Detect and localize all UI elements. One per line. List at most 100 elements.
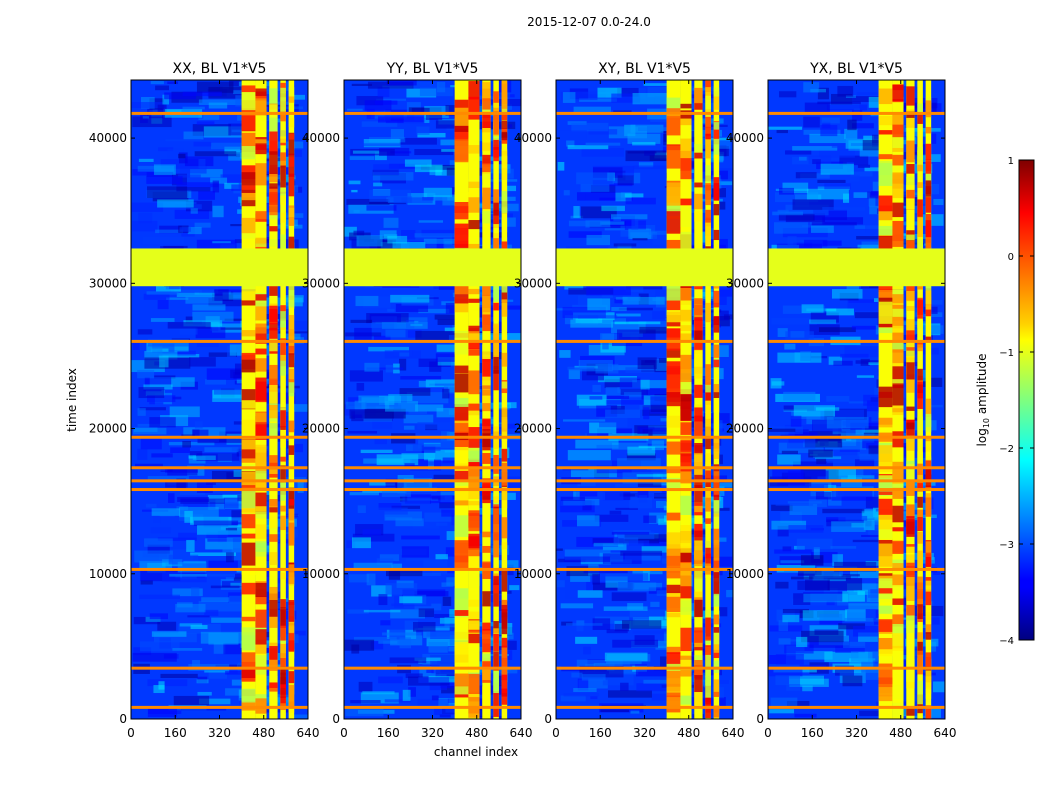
channel-band-cell bbox=[255, 549, 267, 557]
heatmap-cell bbox=[635, 668, 669, 677]
heatmap-cell bbox=[132, 652, 177, 662]
heatmap-cell bbox=[606, 629, 628, 634]
channel-band-cell bbox=[713, 151, 720, 160]
heatmap-cell bbox=[207, 538, 245, 542]
channel-band-cell bbox=[468, 673, 480, 694]
channel-band-cell bbox=[288, 420, 295, 433]
heatmap-cell bbox=[174, 209, 210, 219]
heatmap-cell bbox=[391, 505, 421, 509]
channel-band-cell bbox=[241, 197, 256, 207]
heatmap-cell bbox=[131, 202, 164, 212]
channel-band-cell bbox=[713, 87, 720, 97]
heatmap-cell bbox=[405, 558, 443, 561]
channel-band-cell bbox=[468, 197, 480, 213]
heatmap-cell bbox=[768, 126, 803, 130]
channel-band-cell bbox=[468, 81, 480, 100]
channel-band-cell bbox=[482, 187, 491, 210]
channel-band-cell bbox=[892, 84, 904, 101]
channel-band-cell bbox=[925, 238, 932, 253]
heatmap-cell bbox=[187, 227, 202, 235]
heatmap-cell bbox=[617, 469, 652, 473]
heatmap-cell bbox=[401, 535, 440, 540]
channel-band-cell bbox=[501, 155, 508, 167]
rfi-row bbox=[768, 111, 945, 115]
heatmap-cell bbox=[633, 165, 674, 170]
heatmap-cell bbox=[912, 514, 937, 519]
rfi-row bbox=[131, 567, 308, 571]
heatmap-cell bbox=[501, 213, 514, 218]
heatmap-cell bbox=[503, 185, 517, 192]
heatmap-cell bbox=[557, 161, 565, 171]
channel-band-cell bbox=[501, 645, 508, 667]
heatmap-cell bbox=[345, 401, 367, 410]
heatmap-cell bbox=[826, 395, 850, 402]
heatmap-cell bbox=[185, 316, 193, 324]
channel-band-cell bbox=[288, 445, 295, 455]
heatmap-cell bbox=[459, 470, 504, 478]
heatmap-cell bbox=[638, 495, 648, 503]
heatmap-cell bbox=[793, 593, 811, 605]
heatmap-cell bbox=[834, 665, 854, 676]
colorbar-ticks: −4−3−2−101 bbox=[999, 156, 1034, 647]
heatmap-cell bbox=[147, 476, 189, 481]
panel-title: YY, BL V1*V5 bbox=[386, 61, 479, 77]
channel-band-cell bbox=[917, 509, 923, 532]
heatmap-cell bbox=[607, 690, 652, 698]
heatmap-cell bbox=[798, 156, 807, 161]
heatmap-cell bbox=[373, 335, 391, 341]
channel-band-cell bbox=[280, 338, 286, 355]
channel-band-cell bbox=[878, 514, 893, 530]
heatmap-cell bbox=[853, 625, 897, 637]
channel-band-cell bbox=[878, 290, 893, 296]
heatmap-cell bbox=[556, 580, 565, 588]
channel-band-cell bbox=[255, 302, 267, 321]
flagged-block bbox=[768, 248, 945, 287]
channel-band-cell bbox=[288, 368, 295, 386]
channel-band-cell bbox=[482, 154, 491, 165]
channel-band-cell bbox=[906, 562, 915, 586]
channel-band-cell bbox=[468, 555, 480, 568]
channel-band-cell bbox=[892, 172, 904, 184]
channel-band-cell bbox=[917, 389, 923, 409]
channel-band-cell bbox=[680, 422, 692, 435]
channel-band-cell bbox=[241, 632, 256, 651]
channel-band-cell bbox=[280, 622, 286, 641]
channel-band-cell bbox=[892, 685, 904, 699]
channel-band bbox=[666, 80, 681, 719]
channel-band-cell bbox=[241, 616, 256, 622]
heatmap-cell bbox=[422, 653, 462, 666]
heatmap-cell bbox=[895, 308, 917, 318]
heatmap-cell bbox=[775, 675, 801, 686]
heatmap-cell bbox=[289, 443, 303, 453]
channel-band-cell bbox=[680, 563, 692, 587]
heatmap-cell bbox=[630, 710, 640, 714]
heatmap-cell bbox=[842, 591, 865, 602]
heatmap-cell bbox=[346, 540, 356, 549]
channel-band-cell bbox=[482, 128, 491, 152]
heatmap-cell bbox=[404, 463, 415, 467]
heatmap-cell bbox=[410, 323, 423, 327]
y-tick-label: 30000 bbox=[726, 276, 764, 290]
channel-band-cell bbox=[713, 649, 720, 659]
heatmap-cell bbox=[361, 121, 398, 127]
heatmap-cell bbox=[590, 696, 598, 700]
channel-band-cell bbox=[694, 530, 703, 547]
heatmap-cell bbox=[607, 395, 630, 399]
channel-band-cell bbox=[705, 400, 711, 419]
heatmap-cell bbox=[138, 158, 154, 162]
heatmap-cell bbox=[719, 507, 730, 511]
heatmap-cell bbox=[596, 465, 632, 474]
heatmap-cell bbox=[363, 609, 401, 613]
channel-band bbox=[482, 80, 491, 719]
heatmap-cell bbox=[132, 169, 156, 176]
heatmap-cell bbox=[178, 153, 186, 159]
heatmap-cell bbox=[376, 454, 419, 466]
channel-band-cell bbox=[288, 684, 295, 708]
heatmap-cell bbox=[506, 632, 514, 640]
heatmap-cell bbox=[482, 352, 503, 360]
heatmap-cell bbox=[809, 319, 837, 324]
channel-band-cell bbox=[493, 501, 499, 506]
heatmap-cell bbox=[688, 603, 697, 613]
heatmap-cell bbox=[605, 660, 642, 665]
x-tick-label: 640 bbox=[297, 726, 320, 740]
